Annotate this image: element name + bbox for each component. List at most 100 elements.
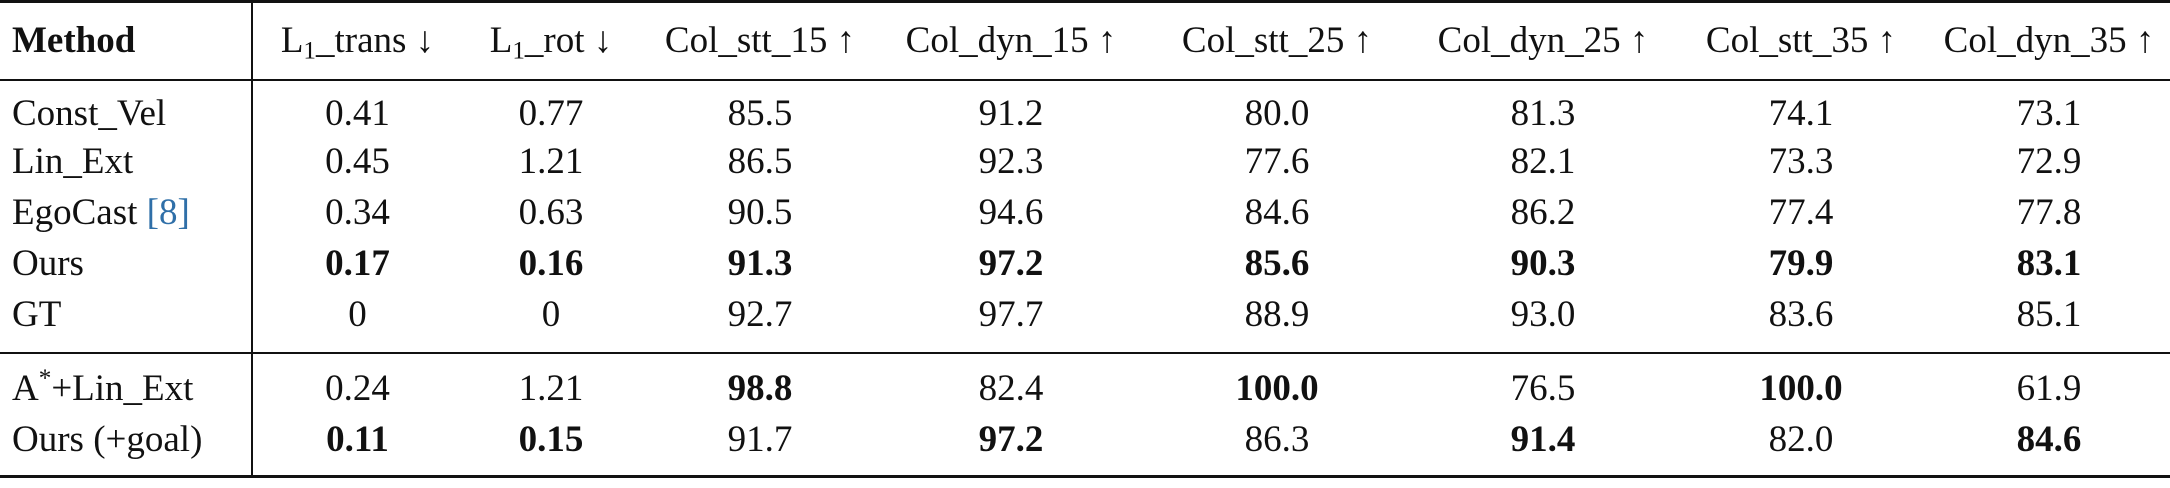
method-label: EgoCast bbox=[12, 191, 147, 233]
cell-col-stt-15: 86.5 bbox=[727, 140, 793, 182]
method-label-suffix: +Lin_Ext bbox=[51, 367, 194, 409]
cell-col-stt-25: 85.6 bbox=[1244, 242, 1310, 284]
table-row: Ours 0.17 0.16 91.3 97.2 85.6 90.3 79.9 … bbox=[0, 237, 2170, 289]
row-method: Const_Vel bbox=[0, 79, 253, 136]
row-method: Lin_Ext bbox=[0, 135, 253, 187]
cell-col-dyn-15: 92.3 bbox=[978, 140, 1044, 182]
citation-link[interactable]: [8] bbox=[146, 191, 190, 233]
cell-col-dyn-25: 76.5 bbox=[1412, 351, 1674, 415]
header-col-stt-15: Col_stt_15 ↑ bbox=[640, 0, 880, 81]
cell-l1-trans: 0.41 bbox=[325, 92, 390, 134]
cell-col-stt-15: 91.7 bbox=[640, 414, 880, 478]
row-method: GT bbox=[0, 288, 253, 353]
header-method: Method bbox=[0, 0, 253, 81]
cell-l1-trans: 0.34 bbox=[325, 191, 390, 233]
cell-col-stt-35: 77.4 bbox=[1768, 191, 1834, 233]
method-superscript: * bbox=[38, 364, 52, 392]
cell-col-dyn-15: 97.2 bbox=[978, 242, 1044, 284]
cell-col-dyn-25: 82.1 bbox=[1510, 140, 1576, 182]
cell-l1-trans: 0.45 bbox=[325, 140, 390, 182]
cell-col-dyn-35: 61.9 bbox=[1928, 351, 2170, 415]
row-method: EgoCast [8] bbox=[0, 186, 253, 238]
cell-col-stt-25: 77.6 bbox=[1244, 140, 1310, 182]
header-l1-trans-sub: 1 bbox=[303, 37, 316, 65]
cell-col-stt-35: 79.9 bbox=[1768, 242, 1834, 284]
cell-l1-trans: 0.11 bbox=[252, 414, 462, 478]
cell-col-stt-15: 85.5 bbox=[727, 92, 793, 134]
cell-col-stt-35: 83.6 bbox=[1768, 293, 1834, 335]
header-col-dyn-15: Col_dyn_15 ↑ bbox=[880, 0, 1142, 81]
cell-l1-rot: 1.21 bbox=[462, 351, 640, 415]
cell-col-dyn-15: 97.7 bbox=[978, 293, 1044, 335]
header-l1-rot: L1_rot ↓ bbox=[462, 0, 640, 81]
method-label: Ours (+goal) bbox=[12, 419, 203, 461]
cell-l1-trans: 0.17 bbox=[325, 242, 390, 284]
cell-col-dyn-25: 91.4 bbox=[1412, 414, 1674, 478]
cell-col-dyn-25: 86.2 bbox=[1510, 191, 1576, 233]
row-method: Ours (+goal) bbox=[0, 414, 253, 478]
header-col-stt-25: Col_stt_25 ↑ bbox=[1142, 0, 1412, 81]
table-row: GT 0 0 92.7 97.7 88.9 93.0 83.6 85.1 bbox=[0, 288, 2170, 353]
header-l1-trans-post: _trans ↓ bbox=[316, 20, 435, 62]
cell-col-dyn-35: 73.1 bbox=[2016, 92, 2082, 134]
cell-col-stt-25: 80.0 bbox=[1244, 92, 1310, 134]
cell-col-dyn-35: 77.8 bbox=[2016, 191, 2082, 233]
table-header: Method L1_trans ↓ L1_rot ↓ Col_stt_15 ↑ … bbox=[0, 0, 2170, 81]
cell-col-dyn-15: 97.2 bbox=[880, 414, 1142, 478]
cell-col-dyn-25: 93.0 bbox=[1510, 293, 1576, 335]
cell-l1-rot: 0.16 bbox=[518, 242, 584, 284]
header-row: Method L1_trans ↓ L1_rot ↓ Col_stt_15 ↑ … bbox=[0, 0, 2170, 81]
cell-col-stt-15: 92.7 bbox=[727, 293, 793, 335]
results-table: Method L1_trans ↓ L1_rot ↓ Col_stt_15 ↑ … bbox=[0, 0, 2170, 478]
method-label: Ours bbox=[12, 242, 84, 284]
table-row: A*+Lin_Ext 0.24 1.21 98.8 82.4 100.0 76.… bbox=[0, 351, 2170, 415]
header-l1-rot-post: _rot ↓ bbox=[524, 20, 613, 62]
header-col-dyn-35: Col_dyn_35 ↑ bbox=[1928, 0, 2170, 81]
cell-l1-rot: 0.15 bbox=[462, 414, 640, 478]
method-label: Lin_Ext bbox=[12, 140, 134, 182]
cell-l1-rot: 0.63 bbox=[518, 191, 584, 233]
table-row: Ours (+goal) 0.11 0.15 91.7 97.2 86.3 91… bbox=[0, 414, 2170, 478]
method-label: A bbox=[12, 367, 39, 409]
cell-col-dyn-15: 94.6 bbox=[978, 191, 1044, 233]
cell-col-stt-15: 91.3 bbox=[727, 242, 793, 284]
cell-col-stt-25: 86.3 bbox=[1142, 414, 1412, 478]
cell-l1-trans: 0.24 bbox=[252, 351, 462, 415]
header-col-stt-35: Col_stt_35 ↑ bbox=[1674, 0, 1928, 81]
cell-l1-trans: 0 bbox=[348, 293, 367, 335]
cell-col-stt-35: 100.0 bbox=[1674, 351, 1928, 415]
header-col-dyn-25: Col_dyn_25 ↑ bbox=[1412, 0, 1674, 81]
cell-col-dyn-25: 90.3 bbox=[1510, 242, 1576, 284]
cell-l1-rot: 0.77 bbox=[518, 92, 584, 134]
table-row: Const_Vel 0.41 0.77 85.5 91.2 80.0 81.3 … bbox=[0, 79, 2170, 136]
header-l1-trans-pre: L bbox=[280, 20, 304, 62]
cell-col-stt-15: 98.8 bbox=[640, 351, 880, 415]
table-body-goal: A*+Lin_Ext 0.24 1.21 98.8 82.4 100.0 76.… bbox=[0, 351, 2170, 478]
cell-col-stt-25: 100.0 bbox=[1142, 351, 1412, 415]
cell-col-dyn-15: 82.4 bbox=[880, 351, 1142, 415]
cell-col-stt-15: 90.5 bbox=[727, 191, 793, 233]
header-l1-rot-sub: 1 bbox=[512, 37, 525, 65]
cell-l1-rot: 1.21 bbox=[518, 140, 584, 182]
cell-col-dyn-25: 81.3 bbox=[1510, 92, 1576, 134]
cell-col-dyn-35: 85.1 bbox=[2016, 293, 2082, 335]
cell-col-stt-35: 82.0 bbox=[1674, 414, 1928, 478]
table-row: Lin_Ext 0.45 1.21 86.5 92.3 77.6 82.1 73… bbox=[0, 135, 2170, 187]
cell-col-dyn-15: 91.2 bbox=[978, 92, 1044, 134]
cell-col-stt-35: 74.1 bbox=[1768, 92, 1834, 134]
cell-col-dyn-35: 72.9 bbox=[2016, 140, 2082, 182]
cell-col-dyn-35: 84.6 bbox=[1928, 414, 2170, 478]
method-label: Const_Vel bbox=[12, 92, 167, 134]
row-method: Ours bbox=[0, 237, 253, 289]
cell-l1-rot: 0 bbox=[541, 293, 561, 335]
cell-col-stt-25: 84.6 bbox=[1244, 191, 1310, 233]
header-l1-trans: L1_trans ↓ bbox=[252, 0, 462, 81]
cell-col-stt-25: 88.9 bbox=[1244, 293, 1310, 335]
row-method: A*+Lin_Ext bbox=[0, 351, 253, 415]
table-row: EgoCast [8] 0.34 0.63 90.5 94.6 84.6 86.… bbox=[0, 186, 2170, 238]
cell-col-dyn-35: 83.1 bbox=[2016, 242, 2082, 284]
header-l1-rot-pre: L bbox=[489, 20, 513, 62]
cell-col-stt-35: 73.3 bbox=[1768, 140, 1834, 182]
table-body-baselines: Const_Vel 0.41 0.77 85.5 91.2 80.0 81.3 … bbox=[0, 79, 2170, 353]
